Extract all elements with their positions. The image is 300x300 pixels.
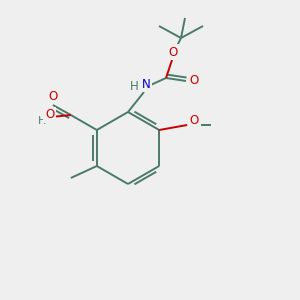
Text: O: O [168,46,178,59]
Text: H: H [130,80,138,92]
Text: N: N [142,77,150,91]
Text: O: O [48,89,57,103]
Text: O: O [189,74,199,86]
Text: O: O [190,115,199,128]
Text: H: H [38,116,46,126]
Text: O: O [45,109,54,122]
